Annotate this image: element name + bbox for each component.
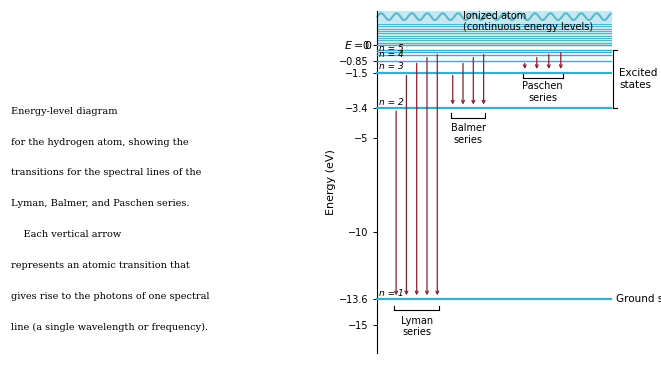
Text: Excited
states: Excited states [619, 68, 658, 90]
Text: Ionized atom
(continuous energy levels): Ionized atom (continuous energy levels) [463, 11, 593, 32]
Text: $E = 0$: $E = 0$ [344, 39, 373, 51]
Text: line (a single wavelength or frequency).: line (a single wavelength or frequency). [11, 322, 208, 332]
Text: represents an atomic transition that: represents an atomic transition that [11, 261, 189, 270]
Text: Each vertical arrow: Each vertical arrow [11, 230, 121, 239]
Text: n = 1: n = 1 [379, 289, 404, 298]
Text: for the hydrogen atom, showing the: for the hydrogen atom, showing the [11, 138, 188, 147]
Text: Balmer
series: Balmer series [451, 123, 486, 145]
Text: n = 2: n = 2 [379, 98, 404, 107]
Y-axis label: Energy (eV): Energy (eV) [326, 149, 336, 215]
Text: n = 4: n = 4 [379, 50, 404, 59]
Text: n = 3: n = 3 [379, 62, 404, 71]
Text: transitions for the spectral lines of the: transitions for the spectral lines of th… [11, 169, 201, 177]
Text: Energy-level diagram: Energy-level diagram [11, 107, 117, 116]
Text: Ground state: Ground state [615, 294, 661, 304]
Text: Lyman
series: Lyman series [401, 316, 433, 337]
Text: Paschen
series: Paschen series [522, 81, 563, 103]
Text: Lyman, Balmer, and Paschen series.: Lyman, Balmer, and Paschen series. [11, 199, 189, 208]
Text: n = 5: n = 5 [379, 44, 404, 53]
Text: gives rise to the photons of one spectral: gives rise to the photons of one spectra… [11, 292, 209, 301]
